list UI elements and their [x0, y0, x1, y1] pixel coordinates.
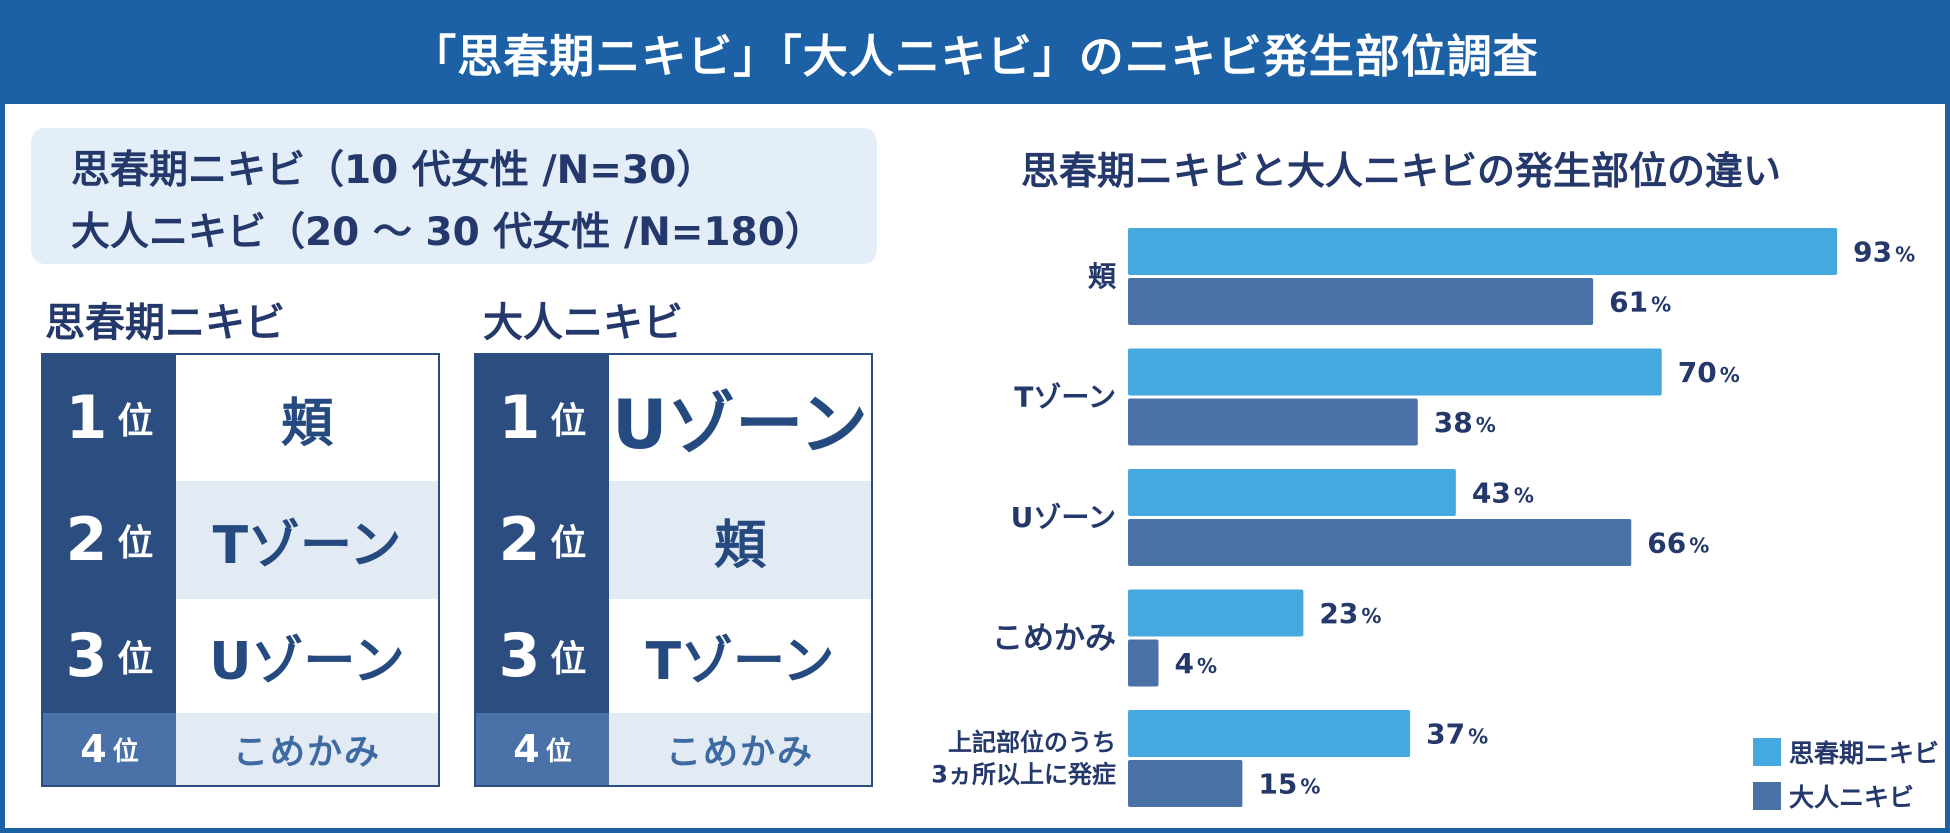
rank-suffix: 位	[117, 639, 154, 680]
category-label: Uゾーン	[1011, 501, 1116, 534]
chart-title: 思春期ニキビと大人ニキビの発生部位の違い	[1021, 149, 1782, 193]
bar-value-label: 43%	[1472, 477, 1534, 510]
rank-suffix: 位	[117, 401, 154, 442]
ranking-title-teen: 思春期ニキビ	[45, 300, 285, 346]
bar-value-label: 66%	[1647, 527, 1709, 560]
legend-swatch-teen	[1753, 738, 1781, 766]
rank-suffix: 位	[550, 401, 587, 442]
bar-adult	[1128, 278, 1594, 325]
bar-value-label: 93%	[1853, 236, 1915, 269]
bar-teen	[1128, 710, 1411, 757]
legend-label-teen: 思春期ニキビ	[1789, 739, 1940, 768]
bar-value-label: 61%	[1609, 286, 1671, 319]
rank-suffix: 位	[550, 639, 587, 680]
rank-item: Tゾーン	[176, 481, 438, 599]
category-label: Tゾーン	[1014, 381, 1116, 414]
bar-value-label: 38%	[1434, 406, 1496, 439]
bar-value-label: 4%	[1175, 647, 1218, 680]
header-bar: 「思春期ニキビ」「大人ニキビ」のニキビ発生部位調査	[0, 0, 1950, 104]
legend-item-adult: 大人ニキビ	[1753, 774, 1939, 818]
rank-number: 1	[65, 383, 108, 453]
rank-item: 頬	[176, 355, 438, 481]
category-label: 3ヵ所以上に発症	[931, 761, 1116, 789]
bar-adult	[1128, 519, 1632, 566]
rank-number: 2	[498, 505, 541, 575]
bar-teen	[1128, 348, 1662, 396]
bar-value-label: 37%	[1426, 718, 1488, 751]
bar-teen	[1128, 469, 1456, 516]
bar-value-label: 70%	[1678, 356, 1740, 389]
category-label: 上記部位のうち	[948, 729, 1116, 757]
content-panel: 思春期ニキビ（10 代女性 /N=30） 大人ニキビ（20 ～ 30 代女性 /…	[5, 104, 1945, 828]
rank-item: Tゾーン	[609, 599, 871, 713]
rank-item: こめかみ	[176, 713, 438, 785]
bar-chart: 頬 93 % 61 % Tゾーン 70 % 38 % Uゾーン 43 % 66 % こめかみ 23 % 4 % 上記部位…	[931, 228, 1915, 807]
rank-item: Uゾーン	[176, 599, 438, 713]
bar-teen	[1128, 589, 1304, 637]
category-label: 頬	[1088, 260, 1117, 293]
category-label: こめかみ	[992, 621, 1116, 657]
bar-adult	[1128, 639, 1159, 687]
bar-value-label: 15%	[1258, 768, 1320, 801]
rank-suffix: 位	[112, 736, 139, 767]
bar-teen	[1128, 228, 1838, 275]
rank-number: 4	[80, 727, 107, 771]
page-title: 「思春期ニキビ」「大人ニキビ」のニキビ発生部位調査	[411, 29, 1539, 83]
rank-item: こめかみ	[609, 713, 871, 785]
rank-number: 3	[65, 621, 108, 691]
bar-value-label: 23%	[1319, 597, 1381, 630]
rank-suffix: 位	[545, 736, 572, 767]
ranking-title-adult: 大人ニキビ	[483, 300, 683, 346]
rank-suffix: 位	[117, 523, 154, 564]
sample-info-teen: 思春期ニキビ（10 代女性 /N=30）	[71, 148, 716, 193]
rank-item: Uゾーン	[609, 355, 871, 481]
bar-adult	[1128, 760, 1243, 807]
rank-number: 4	[513, 727, 540, 771]
rank-number: 2	[65, 505, 108, 575]
rank-number: 3	[498, 621, 541, 691]
legend-item-teen: 思春期ニキビ	[1753, 730, 1939, 774]
rank-number: 1	[498, 383, 541, 453]
chart-legend: 思春期ニキビ 大人ニキビ	[1753, 730, 1939, 818]
sample-info-box: 思春期ニキビ（10 代女性 /N=30） 大人ニキビ（20 ～ 30 代女性 /…	[31, 128, 877, 264]
sample-info-adult: 大人ニキビ（20 ～ 30 代女性 /N=180）	[71, 210, 824, 255]
legend-label-adult: 大人ニキビ	[1789, 783, 1915, 812]
legend-swatch-adult	[1753, 782, 1781, 810]
rank-item: 頬	[609, 481, 871, 599]
bar-adult	[1128, 398, 1418, 446]
rank-suffix: 位	[550, 523, 587, 564]
